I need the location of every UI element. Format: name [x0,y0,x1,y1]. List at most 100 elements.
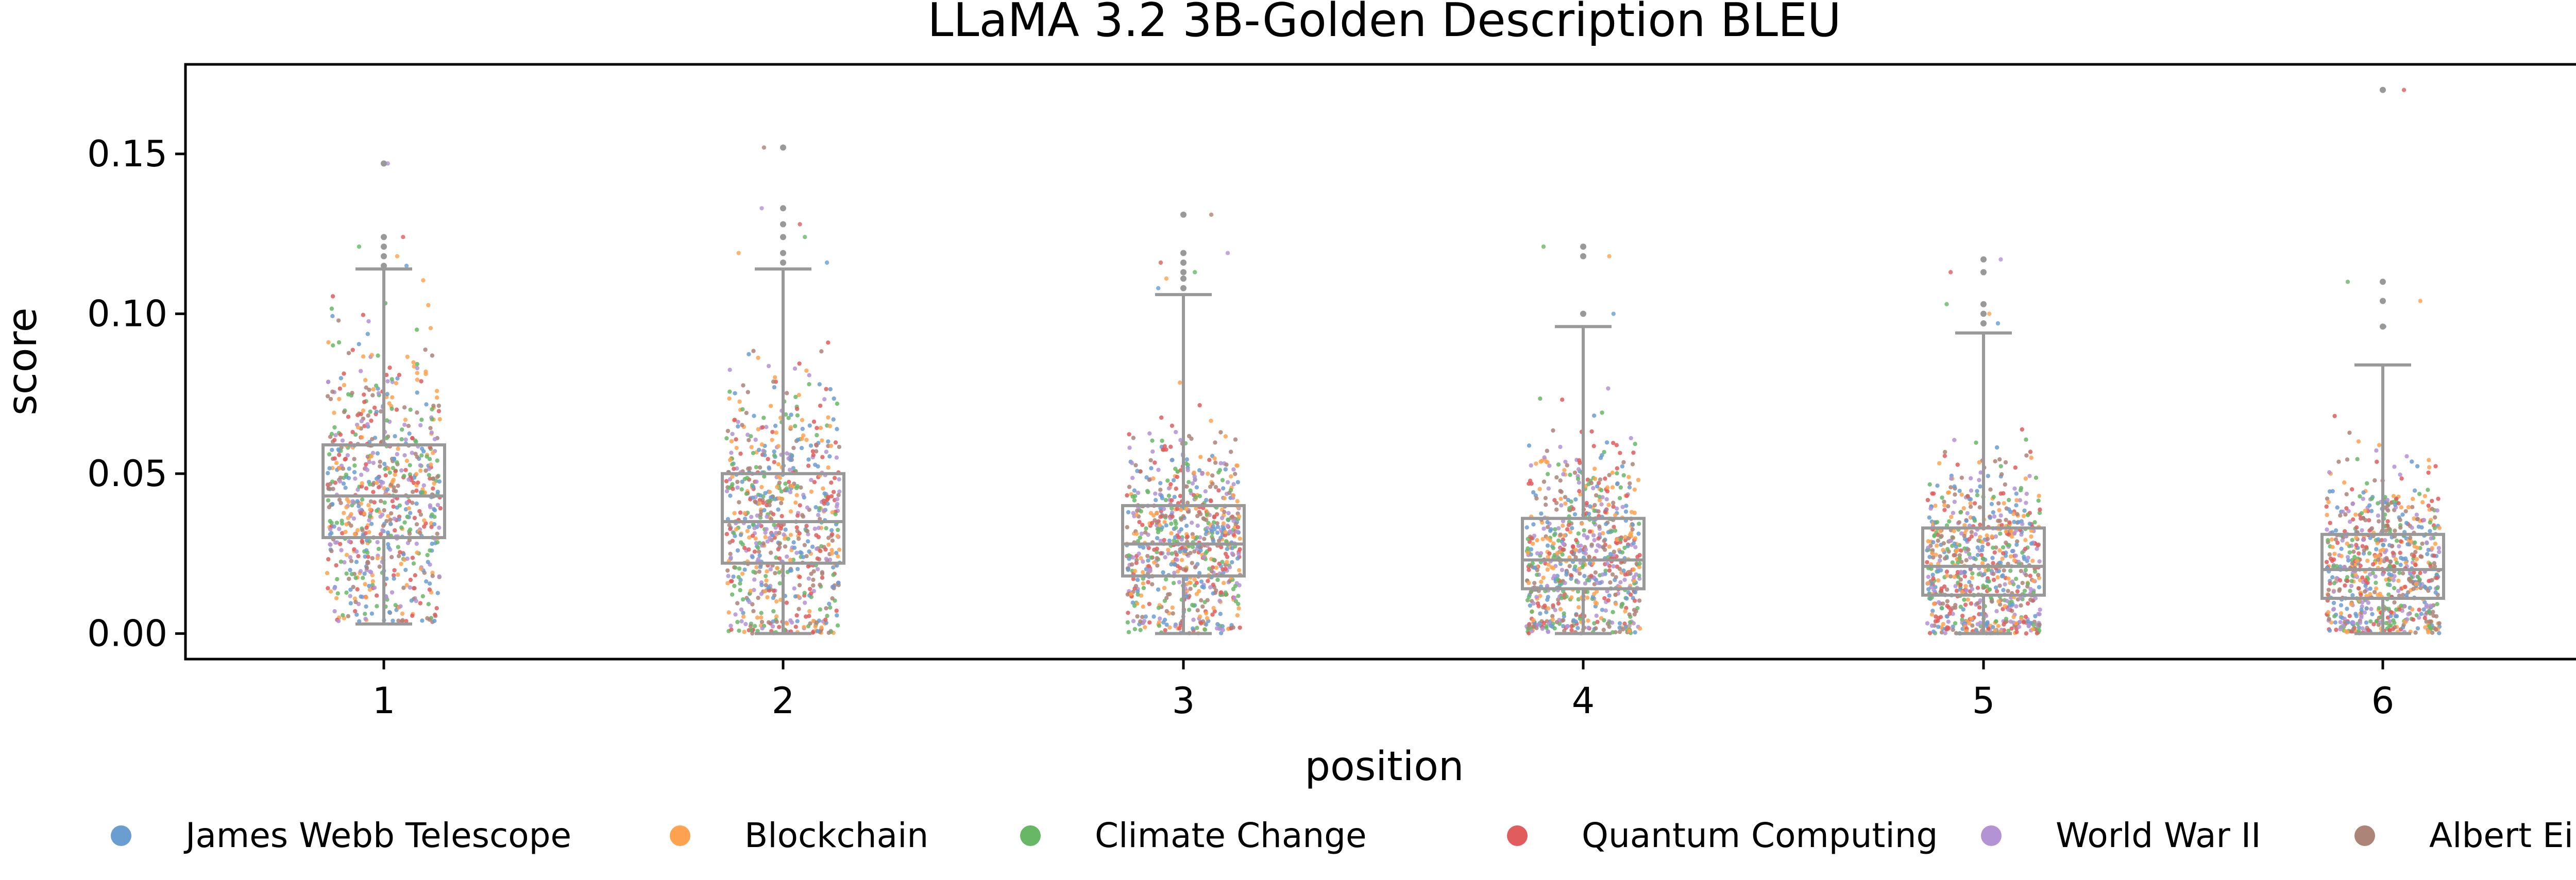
data-point [1157,624,1162,628]
data-point [336,318,341,323]
data-point [820,571,825,576]
data-point [1155,536,1160,541]
data-point [1572,567,1577,572]
data-point [1558,561,1563,566]
data-point [2377,443,2382,447]
data-point [341,481,346,486]
data-point [377,485,381,490]
data-point [1974,440,1978,445]
data-point [2333,528,2338,533]
data-point [809,478,814,482]
data-point [342,371,346,376]
data-point [348,555,353,560]
data-point [734,437,738,442]
data-point [415,390,419,395]
data-point [1583,547,1588,552]
data-point [1592,508,1597,513]
data-point [1545,567,1550,572]
data-point [749,628,754,632]
data-point [1612,525,1616,529]
data-point [412,586,416,591]
data-point [1132,568,1138,574]
data-point [359,369,363,373]
data-point [783,544,788,549]
data-point [2345,457,2350,462]
data-point [1629,510,1634,514]
data-point [1235,613,1240,618]
data-point [2003,582,2007,587]
data-point [1205,616,1210,620]
data-point [806,539,810,544]
data-point [1961,607,1965,612]
data-point [1630,523,1635,527]
data-point [1150,582,1155,586]
data-point [387,401,392,406]
data-point [1613,592,1618,597]
data-point [1547,463,1552,468]
data-point [810,630,816,635]
data-point [386,545,391,550]
data-point [2437,621,2442,626]
data-point [1229,450,1233,454]
data-point [332,456,337,461]
data-point [2013,621,2019,626]
data-point [353,599,358,605]
data-point [1573,555,1578,560]
data-point [2374,547,2379,551]
data-point [390,395,395,400]
data-point [1199,598,1204,603]
data-point [1201,516,1206,521]
data-point [367,482,372,487]
data-point [348,601,353,606]
data-point [1930,573,1935,577]
data-point [1553,527,1557,532]
data-point [355,499,360,504]
data-point [398,604,403,609]
data-point [2333,620,2337,625]
data-point [1603,608,1608,613]
data-point [824,387,828,391]
data-point [771,609,776,614]
data-point [828,387,833,391]
data-point [344,590,349,595]
data-point [1622,577,1627,582]
data-point [1219,631,1224,635]
data-point [1188,550,1193,556]
data-point [1986,542,1990,546]
data-point [1585,534,1590,540]
data-point [765,595,770,600]
data-point [2357,625,2361,630]
data-point [1597,524,1602,529]
data-point [1986,627,1991,631]
data-point [366,319,371,324]
data-point [344,522,349,527]
data-point [332,524,336,529]
data-point [726,610,731,615]
data-point [2019,616,2024,621]
data-point [375,508,379,513]
data-point [1573,619,1578,624]
data-point [1575,589,1581,594]
data-point [389,555,394,560]
data-point [1209,212,1214,217]
data-point [1926,545,1930,550]
data-point [1617,629,1622,634]
data-point [414,599,418,603]
data-point [332,609,337,614]
data-point [1601,628,1606,632]
data-point [2370,612,2375,616]
data-point [2021,620,2026,625]
data-point [1631,450,1636,455]
data-point [2038,507,2042,512]
data-point [364,595,368,600]
data-point [1610,620,1615,625]
outlier [1980,320,1987,326]
data-point [2018,596,2023,600]
data-point [426,560,430,564]
data-point [389,590,395,595]
data-point [1938,554,1942,559]
data-point [747,599,752,605]
data-point [826,630,831,635]
data-point [2003,460,2008,465]
data-point [1561,542,1566,546]
